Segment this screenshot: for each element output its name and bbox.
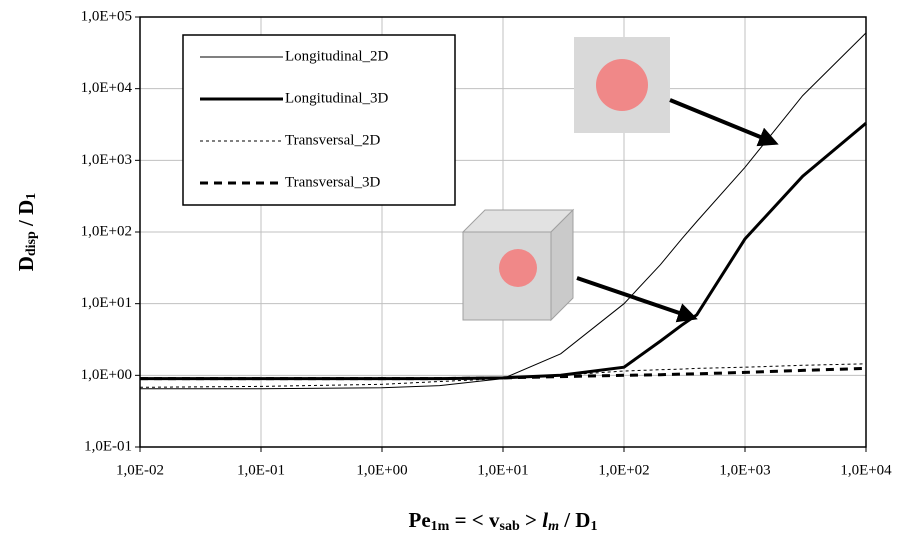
y-tick-label: 1,0E+00 [81,367,132,383]
x-tick-label: 1,0E-01 [237,462,285,478]
y-tick-label: 1,0E+03 [81,152,132,168]
x-tick-label: 1,0E+03 [719,462,770,478]
series-line [139,363,867,388]
x-tick-label: 1,0E+01 [477,462,528,478]
legend-label: Transversal_3D [285,174,380,190]
legend: Longitudinal_2D Longitudinal_3D Transversa… [182,34,456,206]
plot-frame [139,16,867,448]
x-axis-label: Pe1m = < vsab > lm / D1 [409,508,598,534]
cube-icon [461,208,575,322]
legend-box [182,34,456,206]
arrow [669,98,779,147]
x-tick-label: 1,0E+04 [840,462,892,478]
y-axis-label: Ddisp / D1 [14,193,39,272]
square-icon [574,37,670,133]
x-tick-label: 1,0E+02 [598,462,649,478]
y-tick-label: 1,0E-01 [84,438,132,454]
legend-label: Transversal_2D [285,132,380,148]
arrow [576,276,698,323]
legend-label: Longitudinal_3D [285,90,388,106]
series-line [140,32,867,390]
legend-label: Longitudinal_2D [285,48,388,64]
y-tick-label: 1,0E+02 [81,223,132,239]
lines [139,32,867,390]
cube-side [550,208,574,322]
circle [596,59,648,111]
sphere [499,249,537,287]
x-tick-label: 1,0E+00 [356,462,407,478]
series-line [140,366,867,381]
y-tick-label: 1,0E+01 [81,295,132,311]
y-tick-label: 1,0E+04 [81,80,133,96]
y-tick-label: 1,0E+05 [81,8,132,24]
x-tick-label: 1,0E-02 [116,462,164,478]
